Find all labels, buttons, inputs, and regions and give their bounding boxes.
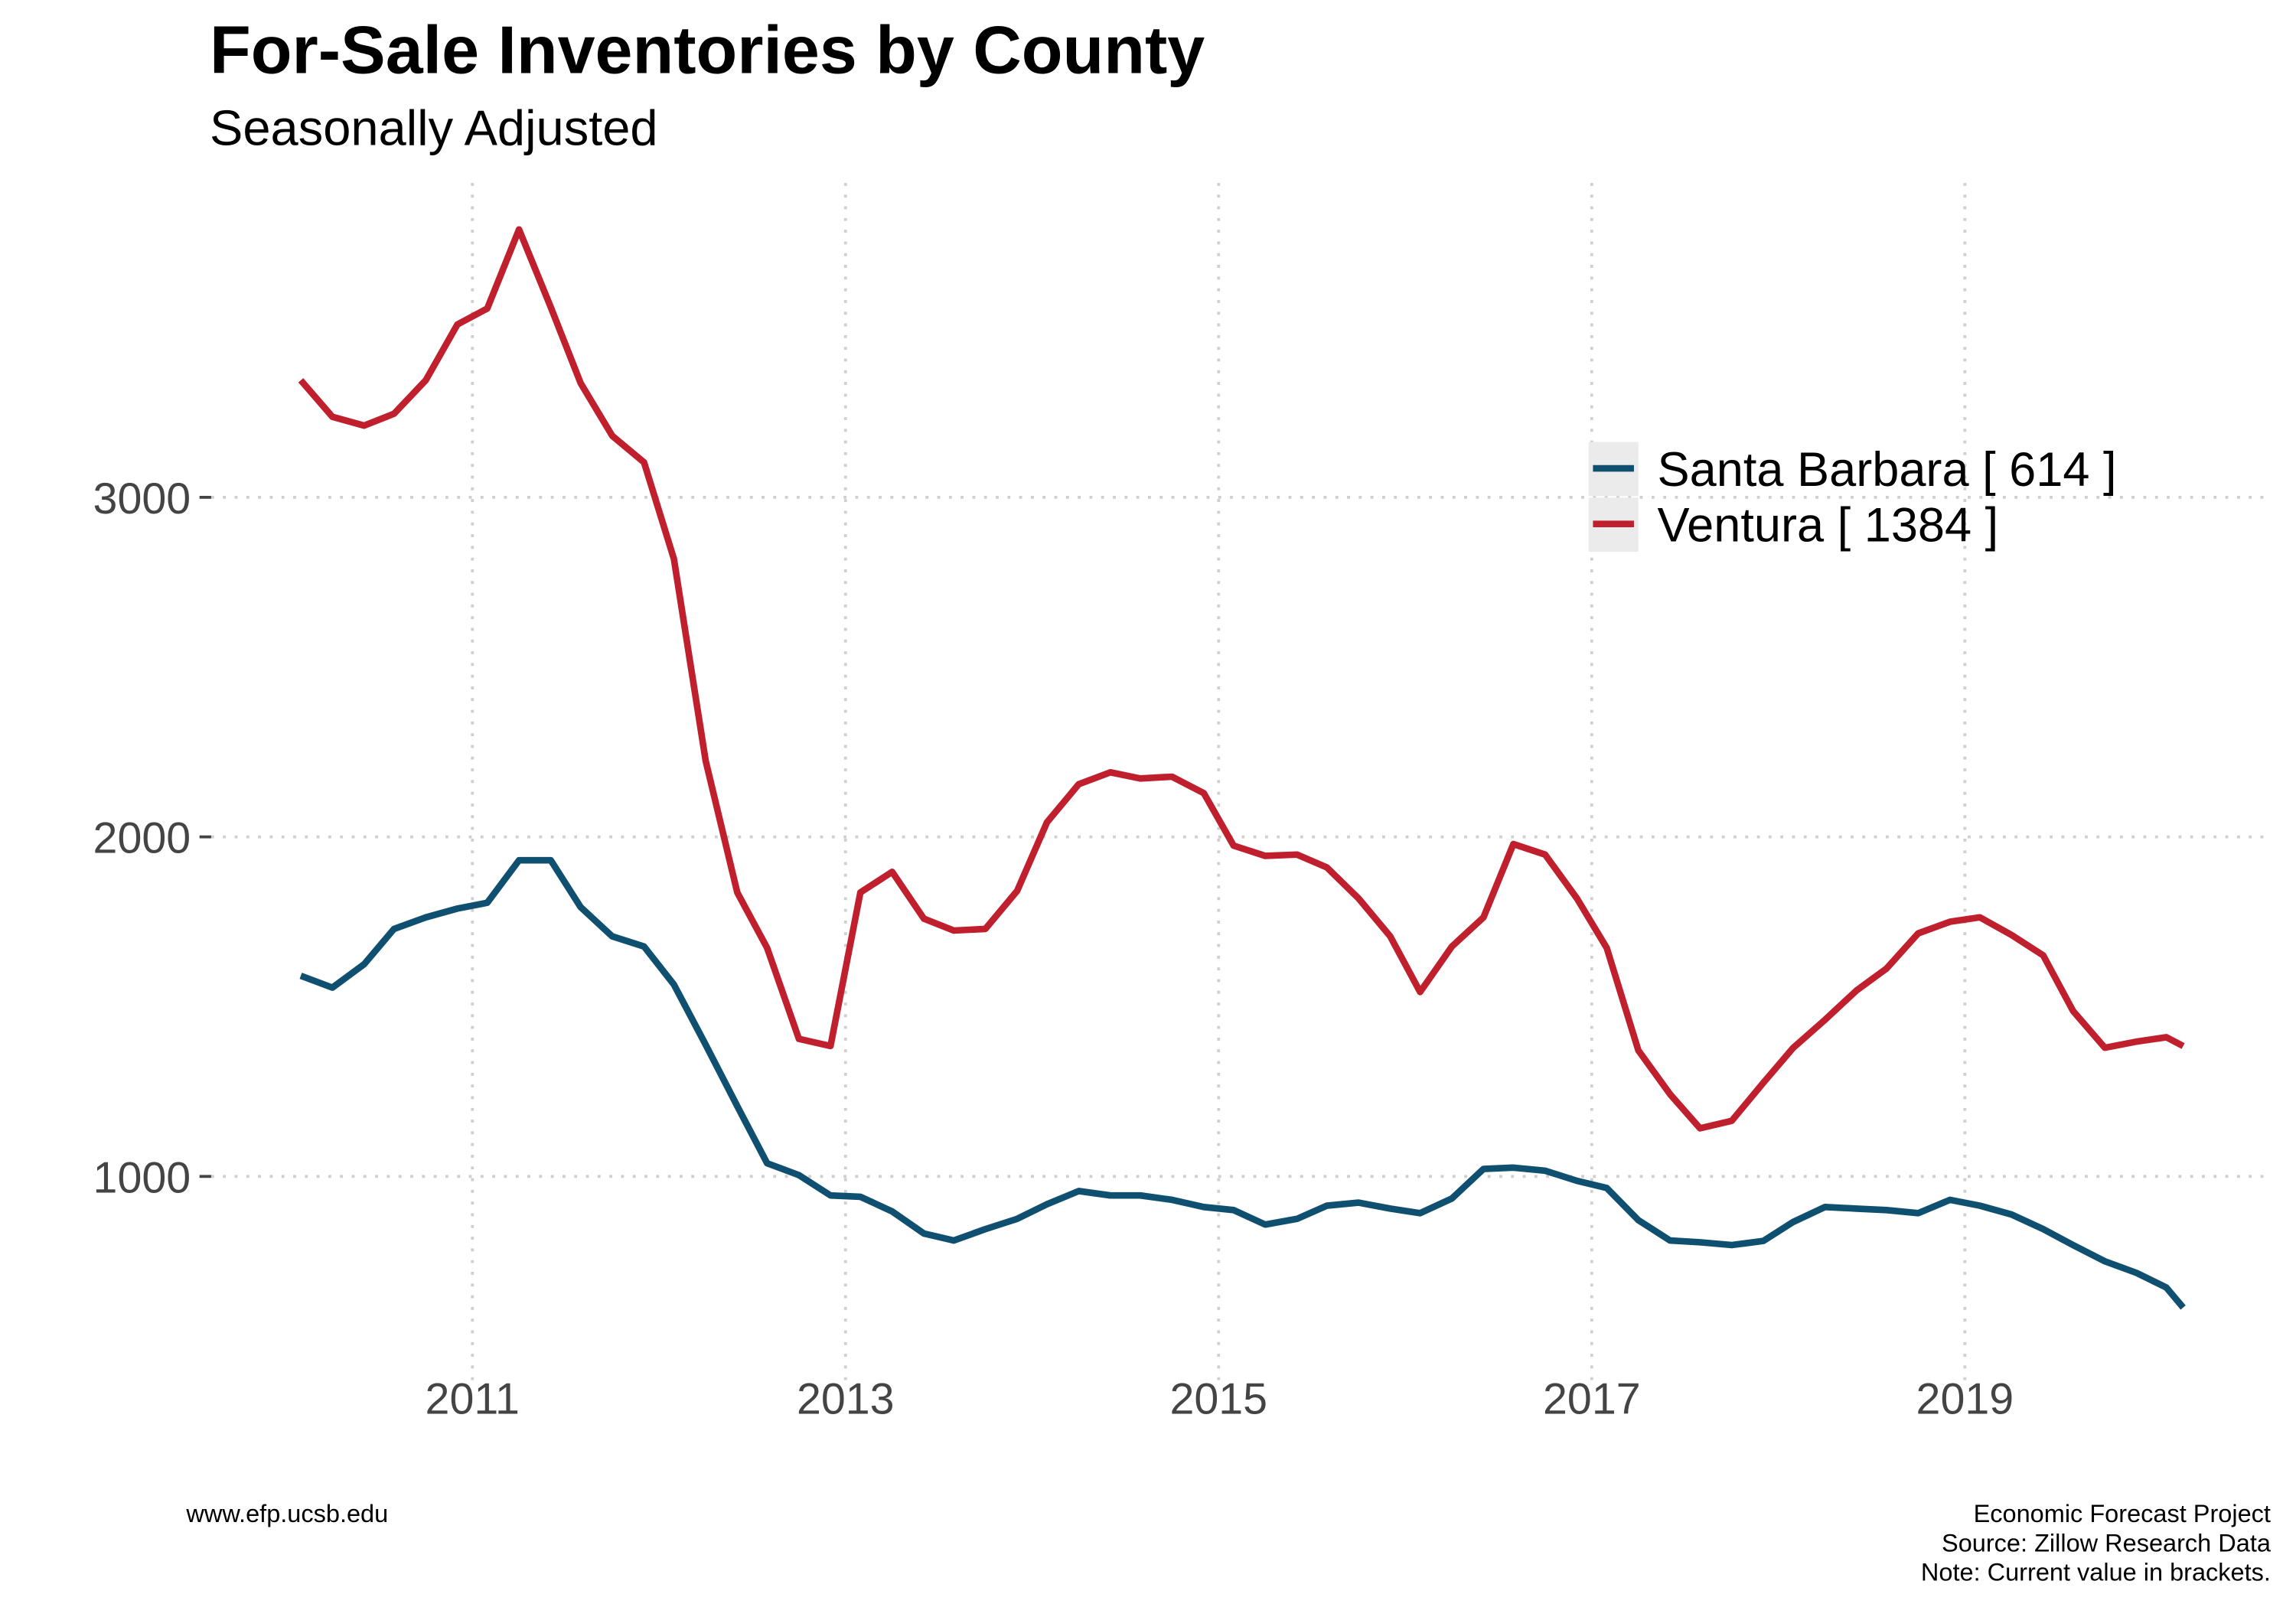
chart-title: For-Sale Inventories by County [210, 12, 1205, 88]
source-url: www.efp.ucsb.edu [185, 1500, 388, 1527]
x-tick-label: 2017 [1543, 1375, 1641, 1424]
caption-line: Source: Zillow Research Data [1942, 1529, 2272, 1556]
x-tick-label: 2019 [1916, 1375, 2014, 1424]
legend-label: Ventura [ 1384 ] [1658, 499, 1999, 553]
x-tick-label: 2015 [1169, 1375, 1267, 1424]
series-line [298, 226, 2185, 1132]
y-tick-label: 1000 [93, 1153, 191, 1202]
legend-label: Santa Barbara [ 614 ] [1658, 443, 2117, 497]
caption-line: Note: Current value in brackets. [1921, 1559, 2271, 1586]
x-tick-label: 2011 [426, 1375, 520, 1424]
series-line [299, 856, 2186, 1310]
caption-line: Economic Forecast Project [1974, 1500, 2271, 1527]
y-tick-label: 2000 [93, 814, 191, 863]
chart-subtitle: Seasonally Adjusted [210, 99, 658, 155]
x-tick-label: 2013 [797, 1375, 895, 1424]
y-tick-label: 3000 [93, 474, 191, 523]
